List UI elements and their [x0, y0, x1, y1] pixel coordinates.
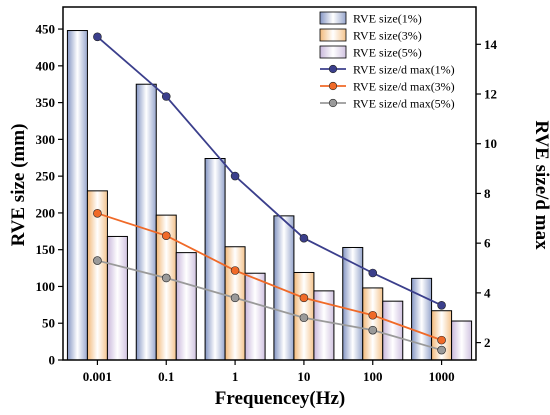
y-left-tick-label-9: 450 [36, 22, 56, 37]
line-point-1-0 [93, 32, 102, 42]
y-axis-right-title: RVE size/d max [531, 120, 550, 250]
line-series-3 [97, 259, 442, 351]
bar-3-1 [175, 252, 197, 361]
bar-2-4 [362, 287, 384, 361]
legend-label-bar-3: RVE size(5%) [353, 46, 422, 60]
line-point-2-1 [161, 231, 171, 241]
y-left-tick-label-4: 200 [36, 205, 56, 220]
line-point-3-2 [230, 293, 240, 303]
legend-marker-line-2 [328, 81, 338, 91]
y-right-tick-label-5: 12 [484, 87, 497, 102]
bar-3-0 [106, 235, 128, 361]
legend-label-line-2: RVE size/d max(3%) [353, 80, 455, 94]
y-left-tick-label-1: 50 [42, 316, 55, 331]
legend-label-line-1: RVE size/d max(1%) [353, 63, 455, 77]
y-right-tick-label-0: 2 [484, 335, 491, 350]
legend-label-line-3: RVE size/d max(5%) [353, 97, 455, 111]
legend: RVE size(1%) RVE size(3%) RVE size(5%) RVE … [319, 11, 455, 111]
x-tick-label-4: 100 [363, 369, 383, 384]
y-right-tick-label-3: 8 [484, 186, 491, 201]
x-axis-title: Frequencey(Hz) [215, 388, 346, 409]
bar-1-5 [411, 277, 433, 361]
y-right-tick-label-6: 14 [484, 37, 498, 52]
y-left-tick-label-2: 100 [36, 279, 56, 294]
y-left-tick-label-0: 0 [49, 353, 56, 368]
plot-frame [62, 6, 477, 361]
bar-1-2 [204, 157, 226, 361]
line-point-2-3 [299, 293, 309, 303]
line-series-2 [97, 212, 442, 341]
legend-marker-line-1 [328, 64, 338, 74]
line-point-2-5 [437, 335, 446, 345]
y-left-tick-label-6: 300 [36, 132, 56, 147]
line-point-2-4 [368, 310, 378, 320]
line-point-2-2 [230, 266, 240, 275]
line-point-1-4 [368, 268, 378, 278]
line-point-1-3 [299, 233, 309, 243]
line-point-1-5 [437, 301, 446, 310]
y-right-tick-label-2: 6 [484, 236, 491, 251]
y-right-tick-label-4: 10 [484, 136, 497, 151]
line-point-3-3 [299, 313, 309, 323]
legend-swatch-bar-2 [319, 28, 347, 42]
x-tick-label-1: 0.1 [158, 369, 174, 384]
legend-swatch-bar-1 [319, 11, 347, 25]
bar-3-4 [382, 300, 404, 361]
x-tick-label-5: 1000 [429, 369, 455, 384]
line-point-2-0 [93, 209, 102, 218]
bar-2-2 [224, 246, 246, 361]
y-axis-left-title: RVE size (mm) [8, 124, 29, 247]
line-point-3-1 [161, 273, 171, 283]
legend-swatch-bar-3 [319, 45, 347, 59]
x-tick-label-2: 1 [232, 369, 239, 384]
bar-3-5 [451, 320, 473, 361]
line-series-1 [96, 36, 442, 307]
line-group [93, 32, 446, 355]
y-left-tick-label-3: 150 [36, 242, 56, 257]
axes-group: 0 50 100 150 200 250 300 350 400 450 2 4 6 8 10 12 14 0.0… [36, 6, 498, 384]
line-point-1-2 [230, 171, 240, 181]
line-point-3-5 [437, 345, 446, 355]
bar-1-1 [135, 83, 157, 361]
y-left-tick-label-5: 250 [36, 169, 56, 184]
y-left-tick-label-8: 400 [36, 58, 56, 73]
x-tick-label-3: 10 [297, 369, 310, 384]
legend-label-bar-1: RVE size(1%) [353, 12, 422, 26]
bar-1-4 [342, 246, 364, 361]
bar-group [66, 30, 473, 361]
x-tick-label-0: 0.001 [83, 369, 112, 384]
legend-label-bar-2: RVE size(3%) [353, 29, 422, 43]
bar-3-2 [244, 272, 266, 361]
legend-marker-line-3 [328, 98, 338, 108]
y-left-tick-label-7: 350 [36, 95, 56, 110]
line-point-1-1 [161, 92, 171, 101]
line-point-3-0 [93, 256, 102, 265]
y-right-tick-label-1: 4 [484, 285, 491, 300]
bar-1-0 [66, 30, 88, 361]
line-point-3-4 [368, 325, 378, 335]
